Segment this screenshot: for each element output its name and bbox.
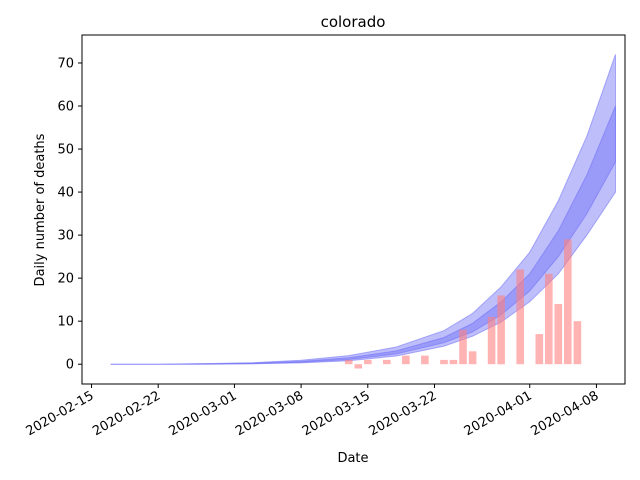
bar xyxy=(545,273,553,365)
chart-title: colorado xyxy=(321,13,386,31)
y-axis: 0 10 20 30 40 50 60 70 xyxy=(57,56,82,373)
x-tick-label: 2020-04-08 xyxy=(528,388,601,439)
bar xyxy=(564,239,572,365)
y-tick-label: 70 xyxy=(57,56,74,71)
y-tick-label: 20 xyxy=(57,272,74,287)
y-tick-label: 10 xyxy=(57,315,74,330)
bar xyxy=(402,355,410,365)
x-tick-label: 2020-02-15 xyxy=(24,388,97,439)
y-tick-label: 40 xyxy=(57,186,74,201)
bar xyxy=(468,351,477,365)
bar xyxy=(497,295,505,365)
bar xyxy=(554,304,563,365)
x-tick-label: 2020-03-01 xyxy=(166,388,239,439)
band-inner xyxy=(110,105,616,365)
bar xyxy=(487,316,496,365)
x-axis-title: Date xyxy=(337,451,368,466)
bar xyxy=(421,355,429,365)
confidence-band xyxy=(110,54,616,365)
x-tick-label: 2020-04-01 xyxy=(462,388,535,439)
bar xyxy=(440,359,448,365)
y-axis-title: Daily number of deaths xyxy=(33,133,48,286)
y-tick-label: 50 xyxy=(57,143,74,158)
bar xyxy=(449,359,458,365)
plot-frame xyxy=(81,34,626,385)
band-outer xyxy=(110,54,616,365)
bar xyxy=(364,359,372,365)
y-tick-label: 30 xyxy=(57,229,74,244)
bar xyxy=(383,359,391,365)
y-tick-label: 60 xyxy=(57,100,74,115)
y-tick-label: 0 xyxy=(66,358,74,373)
x-tick-label: 2020-02-22 xyxy=(90,388,163,439)
x-tick-label: 2020-03-22 xyxy=(367,388,440,439)
bar xyxy=(535,334,544,365)
x-tick-label: 2020-03-15 xyxy=(300,388,373,439)
x-tick-label: 2020-03-08 xyxy=(233,388,306,439)
bar xyxy=(573,321,582,365)
bar-series xyxy=(344,239,582,369)
bar xyxy=(344,359,353,365)
bar xyxy=(516,269,524,365)
bar xyxy=(354,364,363,369)
bar xyxy=(459,329,467,365)
